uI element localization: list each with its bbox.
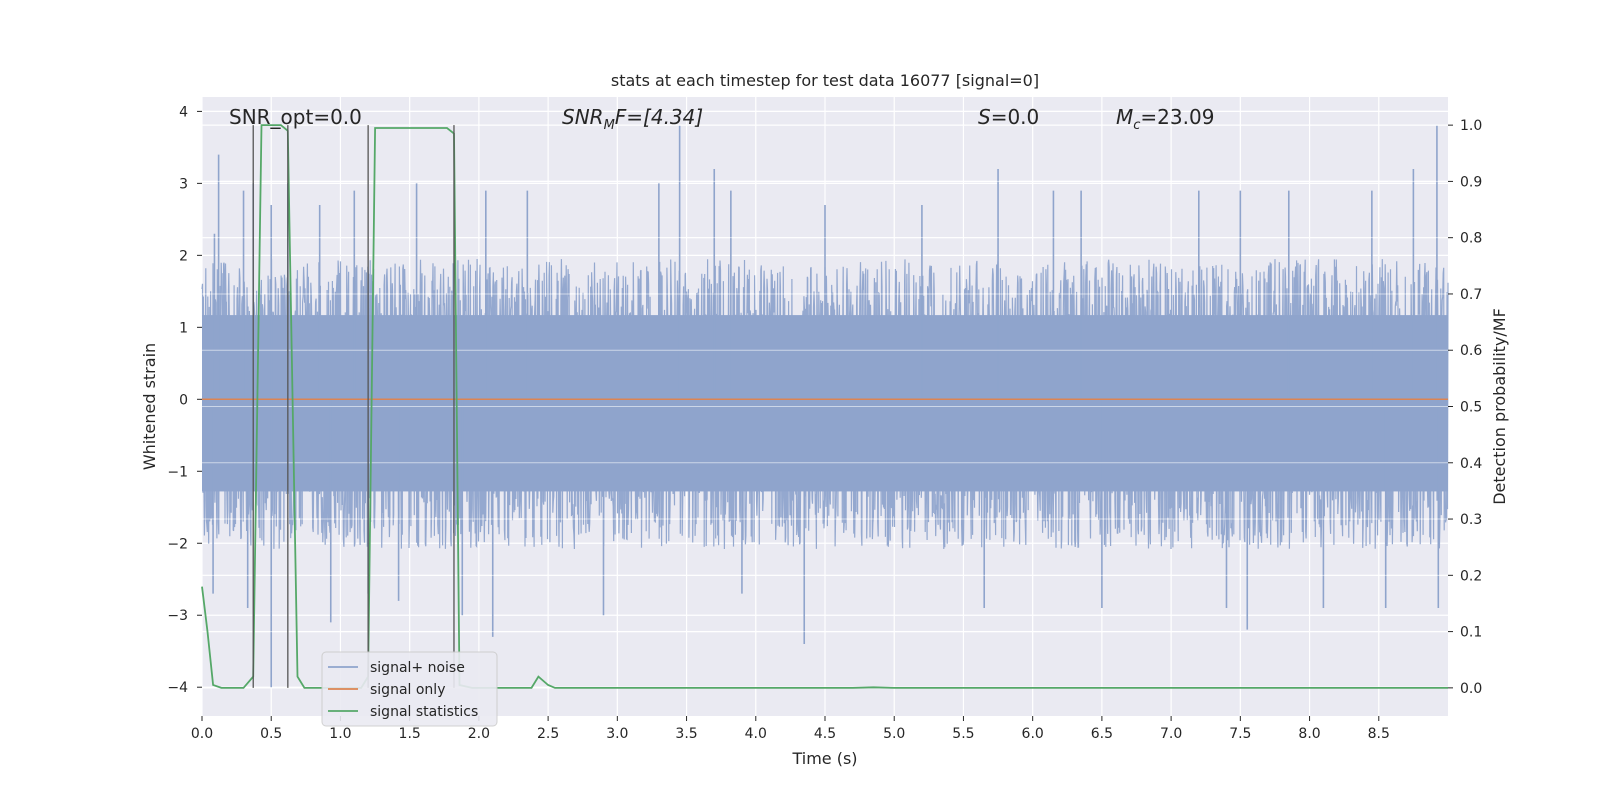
x-tick-label: 6.5: [1091, 726, 1113, 742]
y-left-tick-label: −4: [167, 680, 188, 696]
annotation-s-rest: =0.0: [991, 105, 1040, 129]
annotation-snr-mf-rest: F=[4.34]: [615, 105, 703, 129]
y-left-tick-label: −2: [167, 536, 188, 552]
x-tick-label: 4.0: [745, 726, 767, 742]
annotation-mc: Mc=23.09: [1116, 105, 1214, 133]
x-tick-label: 5.0: [883, 726, 905, 742]
vertical-markers: [252, 125, 455, 688]
y-right-tick-label: 0.8: [1460, 231, 1482, 247]
y-axis-right-label: Detection probability/MF: [1490, 308, 1509, 505]
y-left-tick-label: 4: [179, 104, 188, 120]
y-right-tick-label: 0.4: [1460, 456, 1482, 472]
annotation-mc-sub: c: [1133, 118, 1140, 133]
y-right-tick-label: 0.1: [1460, 625, 1482, 641]
y-left-tick-label: 2: [179, 248, 188, 264]
chart-title: stats at each timestep for test data 160…: [611, 71, 1039, 90]
legend-label-signal-only: signal only: [370, 682, 445, 698]
legend-label-signal-noise: signal+ noise: [370, 660, 465, 676]
x-tick-label: 4.5: [814, 726, 836, 742]
y-right-tick-label: 0.7: [1460, 287, 1482, 303]
annotation-s: S=0.0: [978, 105, 1039, 129]
annotation-mc-label: M: [1116, 105, 1133, 129]
annotation-snr-opt: SNR_opt=0.0: [229, 105, 362, 129]
x-tick-label: 2.5: [537, 726, 559, 742]
x-tick-label: 1.0: [329, 726, 351, 742]
y-right-tick-label: 0.5: [1460, 400, 1482, 416]
x-tick-label: 0.0: [191, 726, 213, 742]
x-tick-label: 7.5: [1229, 726, 1251, 742]
y-right-tick-label: 0.0: [1460, 681, 1482, 697]
y-left-tick-label: 1: [179, 320, 188, 336]
x-tick-label: 3.0: [606, 726, 628, 742]
annotation-mc-rest: =23.09: [1140, 105, 1214, 129]
y-left-tick-label: 0: [179, 392, 188, 408]
x-tick-label: 7.0: [1160, 726, 1182, 742]
x-tick-label: 1.5: [399, 726, 421, 742]
x-tick-label: 8.0: [1298, 726, 1320, 742]
y-right-tick-label: 1.0: [1460, 118, 1482, 134]
x-tick-label: 5.5: [952, 726, 974, 742]
x-tick-label: 8.5: [1368, 726, 1390, 742]
annotation-snr-mf: SNRMF=[4.34]: [562, 105, 703, 133]
y-right-tick-label: 0.2: [1460, 568, 1482, 584]
annotation-snr-mf-sub: M: [604, 118, 615, 133]
y-right-tick-label: 0.3: [1460, 512, 1482, 528]
x-tick-label: 6.0: [1022, 726, 1044, 742]
x-tick-label: 0.5: [260, 726, 282, 742]
y-right-tick-label: 0.9: [1460, 174, 1482, 190]
y-left-tick-label: −3: [167, 608, 188, 624]
x-tick-label: 2.0: [468, 726, 490, 742]
x-tick-label: 3.5: [675, 726, 697, 742]
y-left-tick-label: −1: [167, 464, 188, 480]
series-layer: [201, 124, 1449, 689]
legend-box: [321, 651, 498, 727]
y-right-tick-label: 0.6: [1460, 343, 1482, 359]
y-axis-left-label: Whitened strain: [140, 343, 159, 470]
annotation-s-label: S: [978, 105, 991, 129]
annotation-snr-mf-prefix: SNR: [562, 105, 604, 129]
ticks: 0.0 0.5 1.0 1.5 2.0 2.5 3.0 3.5 4.0 4.5 5.0 5.5 6.0 6…: [167, 104, 1482, 742]
legend-label-signal-statistics: signal statistics: [370, 704, 478, 720]
y-left-tick-label: 3: [179, 176, 188, 192]
x-axis-label: Time (s): [791, 749, 857, 768]
legend: signal+ noise signal only signal statist…: [321, 651, 498, 727]
